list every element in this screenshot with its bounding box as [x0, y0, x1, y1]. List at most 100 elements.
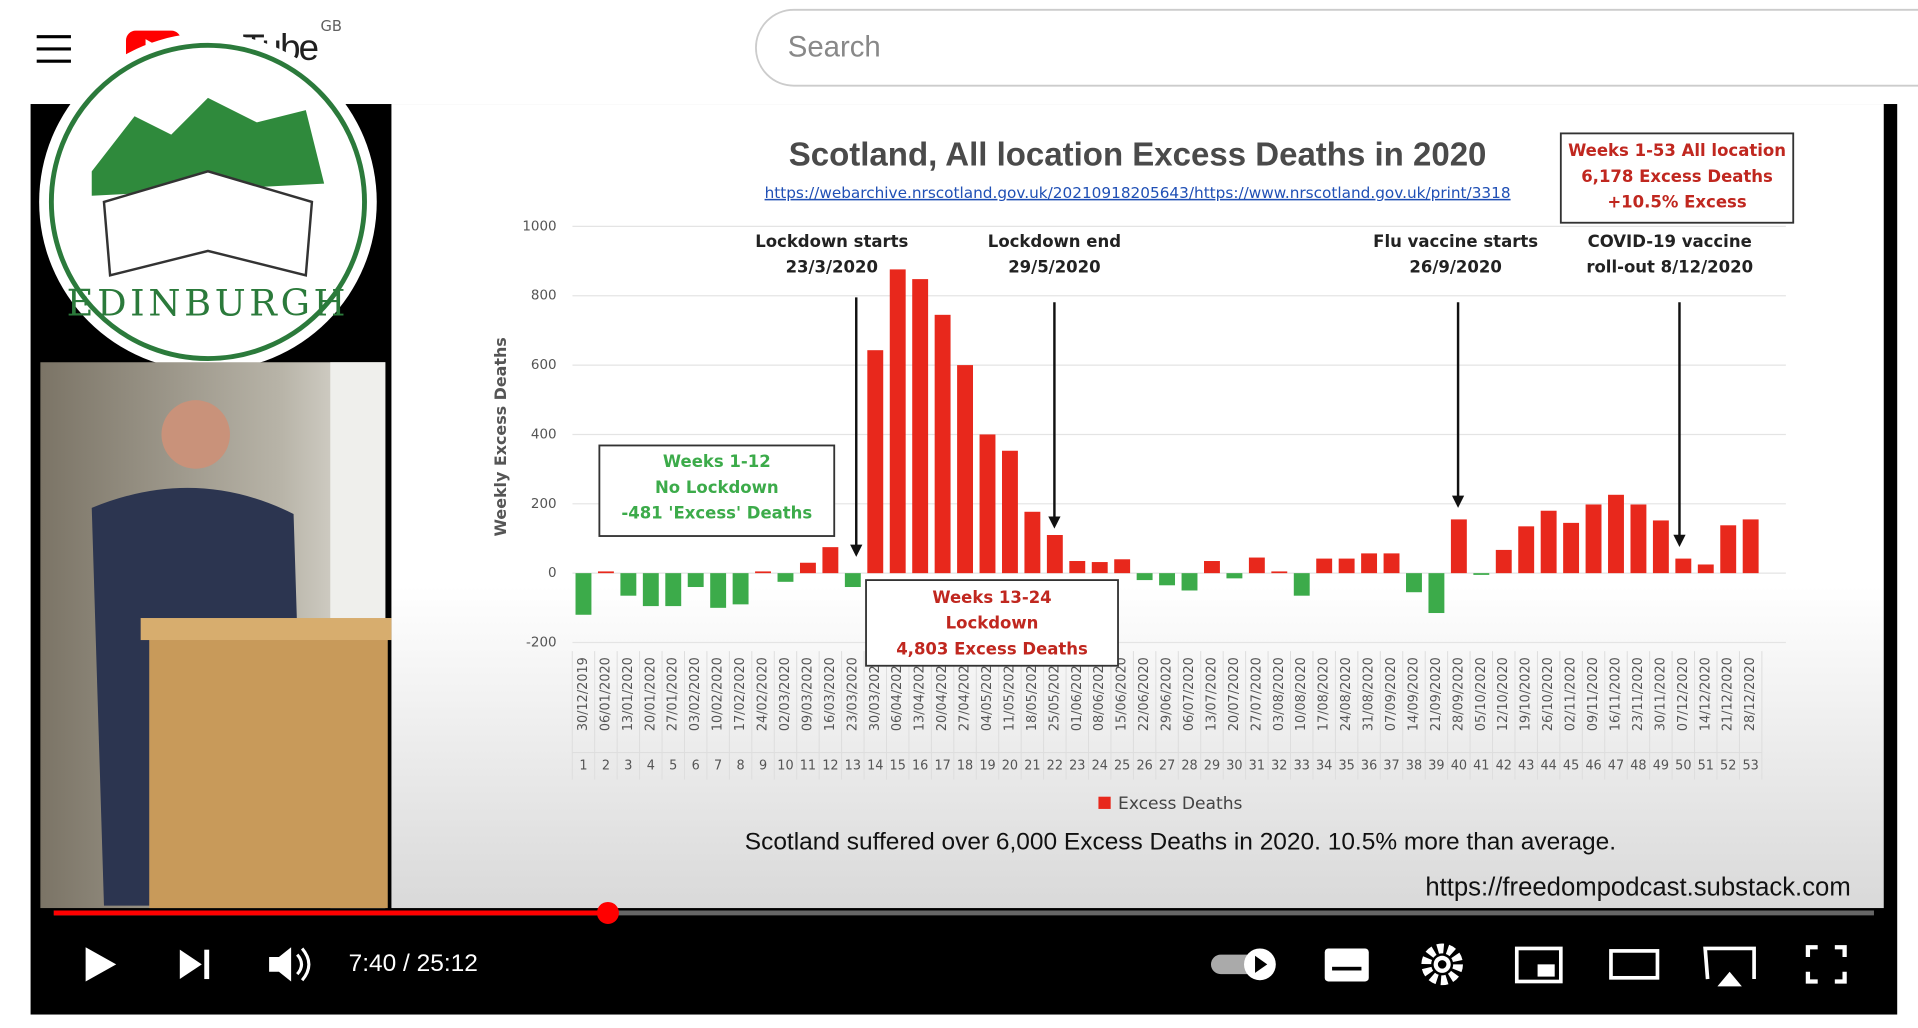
box-text: Weeks 1-12 — [663, 452, 771, 471]
x-tick-label: 11/05/2020 — [1002, 657, 1017, 731]
search-box[interactable] — [755, 8, 1918, 87]
annotation-text: 29/5/2020 — [1008, 258, 1100, 277]
volume-button[interactable] — [269, 947, 292, 982]
week-number: 26 — [1136, 759, 1152, 774]
volume-waves — [296, 947, 311, 982]
bar — [1293, 573, 1310, 596]
bar — [1248, 557, 1265, 574]
bar — [1001, 450, 1018, 574]
miniplayer-button[interactable] — [1514, 946, 1563, 984]
week-number: 44 — [1540, 759, 1556, 774]
week-number: 25 — [1114, 759, 1130, 774]
week-number: 22 — [1047, 759, 1063, 774]
y-tick-label: 0 — [548, 566, 557, 581]
x-tick-label: 09/03/2020 — [800, 657, 815, 731]
y-tick-label: 200 — [531, 497, 557, 512]
bar — [642, 573, 659, 607]
x-tick-label: 05/10/2020 — [1474, 657, 1489, 731]
week-number: 11 — [800, 759, 816, 774]
bar — [1204, 561, 1220, 574]
bar — [1473, 573, 1490, 575]
bar — [1136, 573, 1153, 581]
week-number: 45 — [1563, 759, 1579, 774]
week-number: 5 — [669, 759, 677, 774]
x-tick-label: 25/05/2020 — [1047, 657, 1062, 731]
x-tick-label: 30/03/2020 — [868, 657, 883, 731]
subtitles-button[interactable] — [1324, 948, 1369, 982]
x-tick-label: 27/01/2020 — [666, 657, 681, 731]
bar — [575, 573, 592, 615]
week-number: 37 — [1383, 759, 1399, 774]
box-text: 4,803 Excess Deaths — [896, 639, 1088, 658]
x-tick-label: 13/04/2020 — [913, 657, 928, 731]
x-tick-label: 09/11/2020 — [1586, 657, 1601, 731]
x-tick-label: 08/06/2020 — [1092, 657, 1107, 731]
bar — [1697, 564, 1714, 574]
week-number: 3 — [624, 759, 632, 774]
next-button[interactable] — [179, 949, 202, 980]
bar — [912, 279, 929, 574]
x-tick-label: 20/07/2020 — [1227, 657, 1242, 731]
week-number: 51 — [1698, 759, 1714, 774]
play-button[interactable] — [85, 947, 117, 982]
bar — [1091, 562, 1108, 574]
bar — [1069, 561, 1086, 574]
bar — [1563, 522, 1580, 574]
x-tick-label: 04/05/2020 — [980, 657, 995, 731]
bar — [687, 573, 704, 588]
week-number: 6 — [692, 759, 700, 774]
week-number: 31 — [1249, 759, 1265, 774]
menu-button[interactable] — [36, 35, 71, 63]
bar — [934, 314, 951, 574]
airplay-button[interactable] — [1703, 946, 1756, 980]
caption: Scotland suffered over 6,000 Excess Deat… — [745, 829, 1616, 856]
subtitles-line — [1332, 966, 1362, 971]
week-number: 19 — [979, 759, 995, 774]
x-tick-label: 28/09/2020 — [1451, 657, 1466, 731]
autoplay-icon — [1255, 955, 1268, 973]
bar — [597, 571, 614, 574]
y-axis-label: Weekly Excess Deaths — [491, 337, 510, 536]
x-tick-label: 10/02/2020 — [711, 657, 726, 731]
fullscreen-button[interactable] — [1805, 945, 1847, 984]
bar — [867, 350, 884, 574]
settings-button[interactable] — [1421, 943, 1463, 986]
bar — [1428, 573, 1445, 614]
week-number: 35 — [1338, 759, 1354, 774]
bar — [957, 365, 974, 574]
annotation-box — [598, 444, 836, 537]
week-number: 42 — [1496, 759, 1512, 774]
x-tick-label: 22/06/2020 — [1137, 657, 1152, 731]
week-number: 9 — [759, 759, 767, 774]
week-number: 16 — [912, 759, 928, 774]
logo-book — [102, 170, 314, 277]
week-number: 34 — [1316, 759, 1332, 774]
annotation-text: Flu vaccine starts — [1373, 232, 1538, 251]
bar — [755, 571, 771, 574]
bar — [1495, 549, 1512, 574]
x-tick-label: 29/06/2020 — [1160, 657, 1175, 731]
annotation-box — [865, 579, 1119, 667]
x-tick-label: 27/07/2020 — [1249, 657, 1264, 731]
theater-button[interactable] — [1609, 949, 1660, 980]
progress-handle[interactable] — [596, 901, 619, 924]
x-tick-label: 21/09/2020 — [1429, 657, 1444, 731]
x-tick-label: 21/12/2020 — [1721, 657, 1736, 731]
week-number: 13 — [845, 759, 861, 774]
bar — [1271, 571, 1288, 574]
x-tick-label: 12/10/2020 — [1496, 657, 1511, 731]
x-tick-label: 06/07/2020 — [1182, 657, 1197, 731]
x-tick-label: 16/11/2020 — [1608, 657, 1623, 731]
time-display: 7:40 / 25:12 — [349, 950, 478, 977]
x-tick-label: 06/04/2020 — [890, 657, 905, 731]
airplay-triangle — [1717, 971, 1742, 987]
x-tick-label: 01/06/2020 — [1070, 657, 1085, 731]
bar — [979, 434, 996, 574]
x-tick-label: 19/10/2020 — [1519, 657, 1534, 731]
y-tick-label: 400 — [531, 427, 557, 442]
box-text: Lockdown — [946, 614, 1039, 633]
x-tick-label: 28/12/2020 — [1743, 657, 1758, 731]
x-tick-label: 30/11/2020 — [1653, 657, 1668, 731]
search-placeholder: Search — [788, 31, 881, 64]
